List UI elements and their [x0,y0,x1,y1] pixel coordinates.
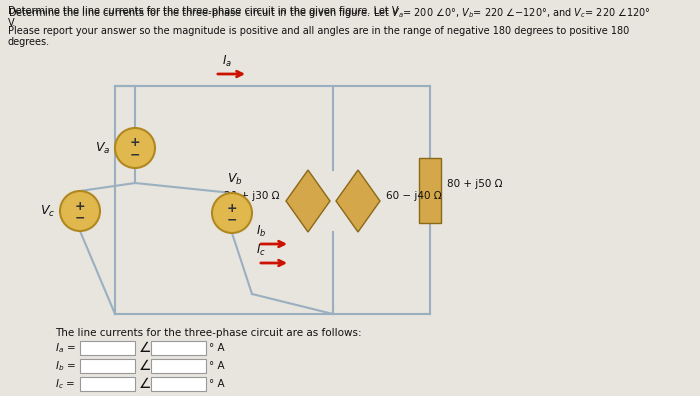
Text: ∠: ∠ [139,359,151,373]
Text: 20 + j30 Ω: 20 + j30 Ω [225,191,280,201]
Text: 60 − j40 Ω: 60 − j40 Ω [386,191,442,201]
Text: ° A: ° A [209,379,225,389]
Text: Determine the line currents for the three-phase circuit in the given figure. Let: Determine the line currents for the thre… [8,6,651,20]
Bar [151,359,206,373]
Text: +: + [75,200,85,213]
Circle shape [212,193,252,233]
Text: ∠: ∠ [139,377,151,391]
Circle shape [115,128,155,168]
Circle shape [60,191,100,231]
Text: −: − [75,211,85,225]
Text: $I_a$ =: $I_a$ = [55,341,76,355]
Polygon shape [286,170,330,232]
Text: The line currents for the three-phase circuit are as follows:: The line currents for the three-phase ci… [55,328,362,338]
Bar [151,341,206,355]
Bar [151,377,206,391]
Text: $I_b$ =: $I_b$ = [55,359,76,373]
Text: +: + [227,202,237,215]
Text: −: − [130,148,140,162]
Text: V.: V. [8,18,16,28]
Bar [80,377,135,391]
Text: ° A: ° A [209,343,225,353]
Text: $I_c$ =: $I_c$ = [55,377,75,391]
Bar [115,86,430,314]
Text: +: + [130,137,140,150]
Text: $V_a$: $V_a$ [94,141,110,156]
Bar [419,158,441,223]
Bar [80,359,135,373]
Text: $I_b$: $I_b$ [256,224,266,239]
Text: $I_a$: $I_a$ [221,54,232,69]
Text: ∠: ∠ [139,341,151,355]
Text: $V_b$: $V_b$ [228,172,243,187]
Text: −: − [227,213,237,227]
Text: 80 + j50 Ω: 80 + j50 Ω [447,179,503,189]
Text: $V_c$: $V_c$ [40,204,55,219]
Text: Determine the line currents for the three-phase circuit in the given figure. Let: Determine the line currents for the thre… [8,6,398,16]
Text: ° A: ° A [209,361,225,371]
Text: $I_c$: $I_c$ [256,243,266,258]
Text: degrees.: degrees. [8,37,50,47]
Polygon shape [336,170,380,232]
Text: Please report your answer so the magnitude is positive and all angles are in the: Please report your answer so the magnitu… [8,26,629,36]
Bar [80,341,135,355]
